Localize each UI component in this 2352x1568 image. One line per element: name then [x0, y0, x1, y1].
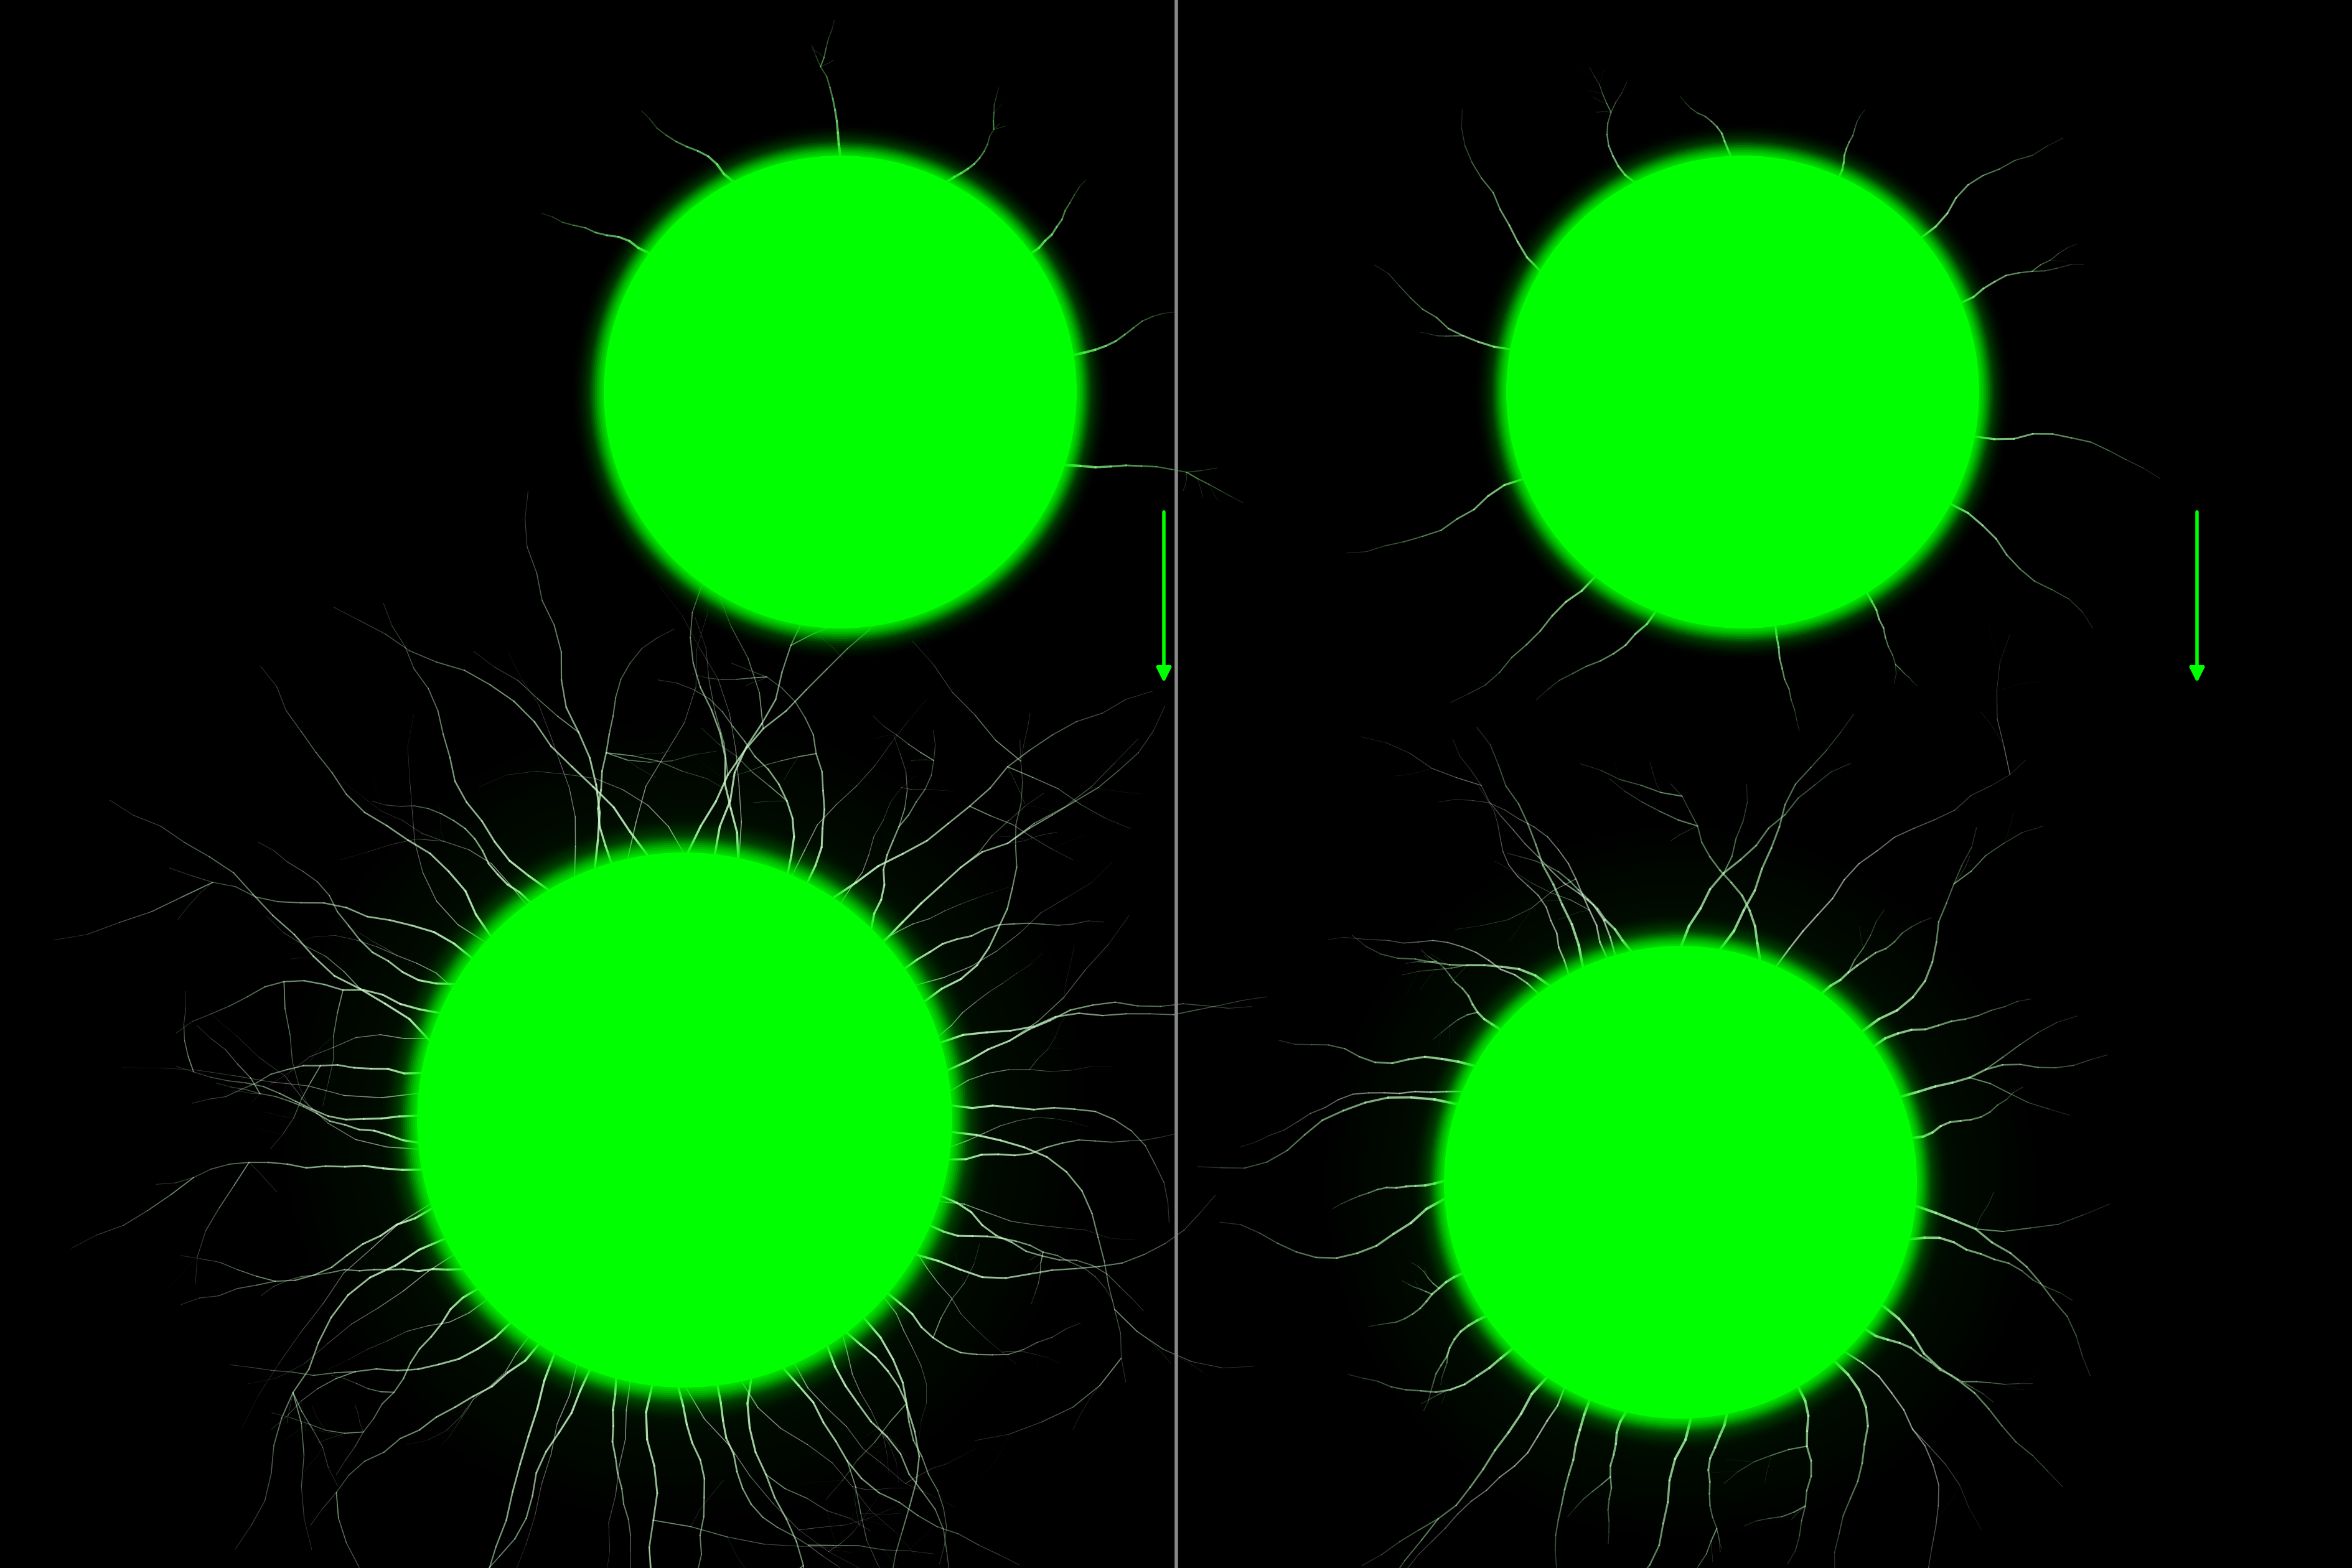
Circle shape [1494, 143, 1992, 641]
Circle shape [1498, 149, 1985, 635]
Circle shape [405, 840, 964, 1400]
Circle shape [1496, 147, 1987, 637]
Circle shape [1496, 144, 1990, 640]
Circle shape [1496, 144, 1990, 640]
Circle shape [1430, 933, 1929, 1432]
Circle shape [1498, 149, 1985, 635]
Circle shape [409, 845, 960, 1396]
Circle shape [416, 853, 953, 1388]
Circle shape [1437, 941, 1922, 1424]
Circle shape [409, 845, 960, 1396]
Circle shape [1503, 154, 1980, 630]
Circle shape [593, 144, 1087, 640]
Circle shape [1432, 935, 1926, 1430]
Circle shape [414, 848, 955, 1391]
Circle shape [1437, 939, 1924, 1425]
Circle shape [414, 850, 955, 1389]
Circle shape [1439, 942, 1919, 1422]
Circle shape [600, 152, 1080, 632]
Circle shape [597, 151, 1082, 633]
Circle shape [1494, 143, 1992, 641]
Circle shape [602, 154, 1077, 630]
Circle shape [1442, 944, 1919, 1421]
Circle shape [1437, 941, 1922, 1424]
Circle shape [414, 848, 955, 1391]
Circle shape [597, 151, 1082, 633]
Circle shape [402, 839, 967, 1402]
Circle shape [602, 154, 1077, 630]
Circle shape [1444, 946, 1917, 1419]
Circle shape [595, 147, 1084, 637]
Circle shape [412, 847, 957, 1394]
Circle shape [600, 152, 1080, 632]
Circle shape [604, 155, 1077, 629]
Circle shape [1496, 147, 1987, 637]
Circle shape [407, 842, 962, 1397]
Circle shape [1437, 939, 1924, 1425]
Circle shape [402, 839, 967, 1402]
Circle shape [1505, 155, 1978, 629]
Circle shape [1430, 933, 1929, 1432]
Circle shape [1439, 942, 1919, 1422]
Circle shape [1432, 935, 1926, 1430]
Circle shape [1503, 152, 1983, 632]
Circle shape [414, 850, 955, 1389]
Circle shape [1501, 151, 1985, 633]
Circle shape [597, 149, 1084, 635]
Circle shape [1501, 151, 1985, 633]
Circle shape [593, 144, 1087, 640]
Circle shape [1442, 944, 1919, 1421]
Circle shape [597, 149, 1084, 635]
Circle shape [590, 143, 1089, 641]
Circle shape [405, 840, 964, 1400]
Circle shape [1435, 938, 1926, 1427]
Circle shape [1503, 154, 1980, 630]
Circle shape [590, 143, 1089, 641]
Circle shape [412, 847, 957, 1394]
Circle shape [1435, 938, 1926, 1427]
Circle shape [1503, 152, 1983, 632]
Circle shape [595, 147, 1084, 637]
Circle shape [407, 842, 962, 1397]
